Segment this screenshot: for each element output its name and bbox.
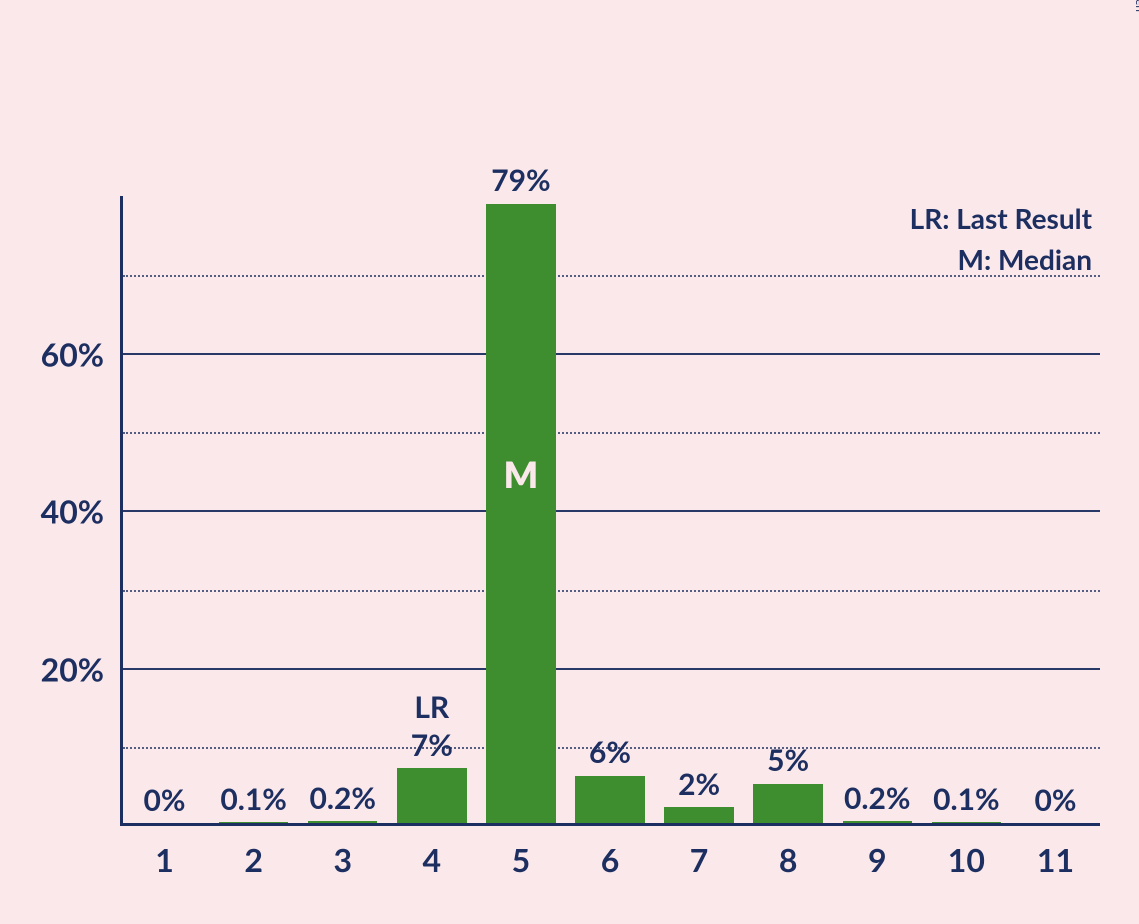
bar: 2% [664,807,733,823]
bar-value-label: LR7% [411,689,453,764]
gridline-minor [123,432,1100,434]
bar-value-label: 79% [491,162,550,200]
bar-value-label: 0.1% [933,781,1000,819]
x-tick-label: 1 [155,840,174,879]
gridline-major [123,668,1100,670]
legend-line-m: M: Median [910,239,1092,280]
bar-value-label: 5% [767,742,809,780]
x-tick-label: 8 [779,840,798,879]
lr-annotation: LR [411,689,453,727]
bar: 0.1% [219,822,288,823]
bar-value-label: 0% [144,782,186,820]
copyright-text: © 2018 Filip van Laenen [1133,0,1139,12]
y-tick-label: 20% [41,649,104,688]
bar-value-label: 0.2% [844,780,911,818]
bar: 6% [575,776,644,823]
bar: LR7% [397,768,466,823]
legend: LR: Last Result M: Median [910,198,1092,279]
x-tick-label: 3 [333,840,352,879]
gridline-major [123,353,1100,355]
bar: 79%M [486,204,555,823]
x-tick-label: 5 [512,840,531,879]
x-tick-label: 9 [868,840,887,879]
bar: 0.2% [843,821,912,823]
bar: 5% [753,784,822,823]
gridline-minor [123,590,1100,592]
plot-area: 20%40%60% 0%0.1%0.2%LR7%79%M6%2%5%0.2%0.… [120,196,1100,826]
bar: 0.1% [932,822,1001,823]
x-tick-label: 2 [244,840,263,879]
x-axis-line [120,823,1100,826]
bar-value-label: 2% [678,766,720,804]
x-tick-label: 4 [423,840,442,879]
x-tick-label: 11 [1037,840,1074,879]
x-tick-label: 10 [948,840,985,879]
bar-value-label: 0% [1034,782,1076,820]
bar-value-label: 6% [589,734,631,772]
x-tick-label: 7 [690,840,709,879]
bar-value-label: 0.1% [220,781,287,819]
bar-value-label: 0.2% [309,780,376,818]
y-tick-label: 60% [41,334,104,373]
median-annotation: M [504,452,539,496]
x-tick-label: 6 [601,840,620,879]
legend-line-lr: LR: Last Result [910,198,1092,239]
y-tick-label: 40% [41,492,104,531]
bar: 0.2% [308,821,377,823]
gridline-major [123,510,1100,512]
